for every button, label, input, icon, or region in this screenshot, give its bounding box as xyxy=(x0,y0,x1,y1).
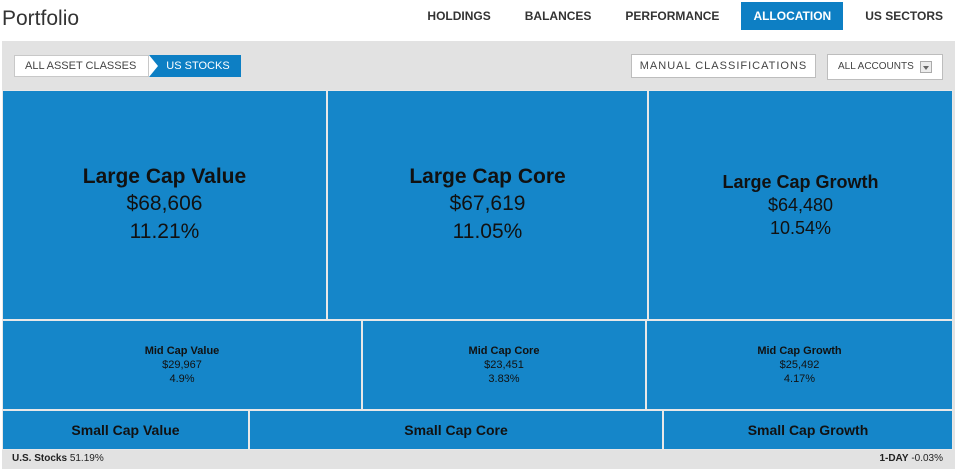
page-title: Portfolio xyxy=(2,7,80,30)
tile-percent: 10.54% xyxy=(769,218,832,238)
tile-name: Mid Cap Core xyxy=(468,345,540,357)
tile-percent: 4.9% xyxy=(169,373,195,385)
allocation-treemap: Large Cap Value $68,606 11.21% Large Cap… xyxy=(2,90,953,450)
tile-small-cap-value[interactable]: Small Cap Value xyxy=(3,411,248,449)
tile-value: $29,967 xyxy=(162,359,202,371)
tile-small-cap-core[interactable]: Small Cap Core xyxy=(250,411,662,449)
tile-value: $23,451 xyxy=(484,359,524,371)
tab-balances[interactable]: BALANCES xyxy=(524,9,592,23)
footer-total-label: U.S. Stocks xyxy=(12,453,68,464)
tile-value: $67,619 xyxy=(449,192,526,215)
tile-large-cap-growth[interactable]: Large Cap Growth $64,480 10.54% xyxy=(649,91,952,319)
tile-name: Large Cap Core xyxy=(409,165,566,188)
tile-value: $64,480 xyxy=(767,195,834,215)
tile-large-cap-core[interactable]: Large Cap Core $67,619 11.05% xyxy=(328,91,647,319)
tile-name: Large Cap Growth xyxy=(722,172,879,192)
tab-allocation[interactable]: ALLOCATION xyxy=(741,2,844,30)
tile-mid-cap-value[interactable]: Mid Cap Value $29,967 4.9% xyxy=(3,321,361,409)
breadcrumb-all-asset-classes[interactable]: ALL ASSET CLASSES xyxy=(14,55,150,77)
manual-classifications-button[interactable]: MANUAL CLASSIFICATIONS xyxy=(631,54,816,78)
top-nav: HOLDINGS BALANCES PERFORMANCE ALLOCATION… xyxy=(405,2,955,30)
breadcrumb-us-stocks[interactable]: US STOCKS xyxy=(149,55,241,77)
tile-percent: 11.05% xyxy=(452,220,523,243)
footer-total: U.S. Stocks 51.19% xyxy=(12,453,104,464)
tile-mid-cap-growth[interactable]: Mid Cap Growth $25,492 4.17% xyxy=(647,321,952,409)
tile-name: Mid Cap Value xyxy=(144,345,220,357)
tile-large-cap-value[interactable]: Large Cap Value $68,606 11.21% xyxy=(3,91,326,319)
tile-small-cap-growth[interactable]: Small Cap Growth xyxy=(664,411,952,449)
tile-name: Small Cap Value xyxy=(71,422,180,438)
tile-value: $68,606 xyxy=(126,192,203,215)
accounts-select[interactable]: ALL ACCOUNTS xyxy=(827,54,943,80)
tile-percent: 3.83% xyxy=(488,373,520,385)
tile-percent: 4.17% xyxy=(783,373,816,385)
tile-name: Mid Cap Growth xyxy=(757,345,842,357)
chevron-down-icon[interactable] xyxy=(920,61,932,73)
tile-name: Small Cap Core xyxy=(404,422,508,438)
tab-us-sectors[interactable]: US SECTORS xyxy=(865,9,943,23)
breadcrumb: ALL ASSET CLASSES US STOCKS xyxy=(14,55,241,77)
tile-name: Large Cap Value xyxy=(82,165,247,188)
accounts-select-label: ALL ACCOUNTS xyxy=(838,61,914,72)
tab-performance[interactable]: PERFORMANCE xyxy=(625,9,720,23)
tile-mid-cap-core[interactable]: Mid Cap Core $23,451 3.83% xyxy=(363,321,645,409)
tile-name: Small Cap Growth xyxy=(747,422,869,438)
tab-holdings[interactable]: HOLDINGS xyxy=(427,9,491,23)
footer-one-day-change: 1-DAY -0.03% xyxy=(879,453,943,464)
footer-change-label: 1-DAY xyxy=(879,453,909,464)
tile-value: $25,492 xyxy=(779,359,820,371)
footer-change-value: -0.03% xyxy=(911,453,943,464)
tile-percent: 11.21% xyxy=(129,220,200,243)
footer-total-percent: 51.19% xyxy=(69,453,104,464)
